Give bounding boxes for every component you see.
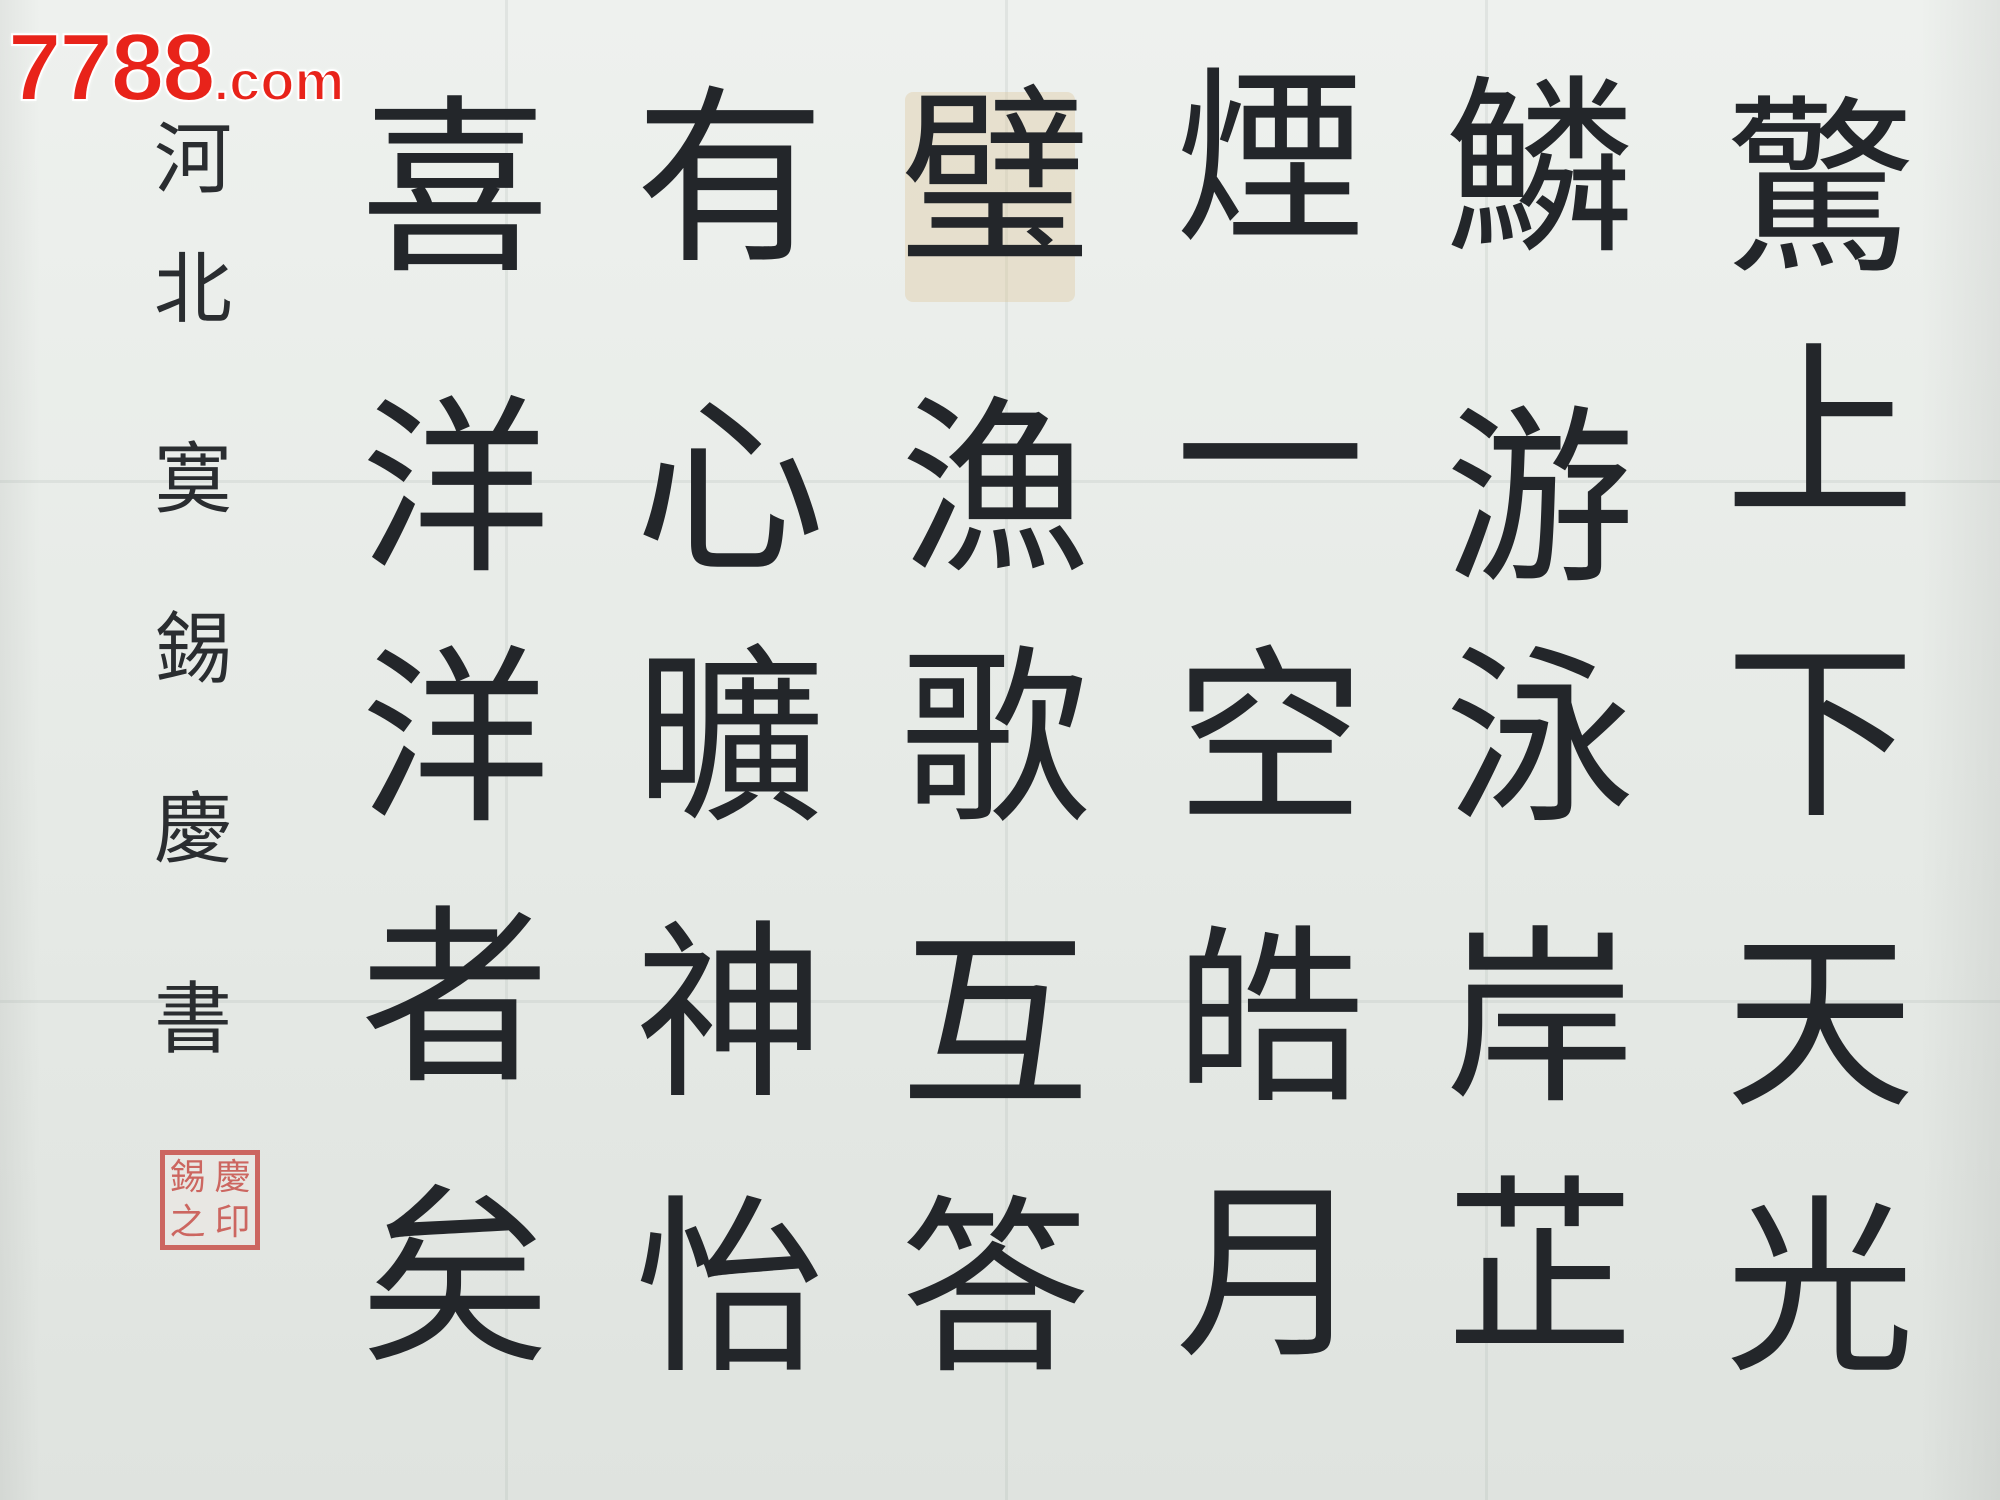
calligraphy-char: 一 <box>1174 349 1365 570</box>
calligraphy-char: 天 <box>1724 914 1915 1135</box>
paper-stain <box>905 92 1075 302</box>
calligraphy-char: 璧 <box>899 69 1090 290</box>
watermark-domain: .com <box>213 49 346 112</box>
calligraphy-char: 怡 <box>634 1179 825 1400</box>
signature-char: 書 <box>153 975 232 1065</box>
calligraphy-char: 洋 <box>359 379 550 600</box>
calligraphy-char: 鱗 <box>1444 59 1635 280</box>
paper-fold-line <box>505 0 508 1500</box>
calligraphy-char: 神 <box>634 904 825 1125</box>
paper-fold-line <box>1485 0 1488 1500</box>
calligraphy-char: 空 <box>1174 629 1365 850</box>
seal-char: 慶 <box>214 1156 251 1198</box>
paper-fold-line <box>0 480 2000 483</box>
calligraphy-char: 喜 <box>359 79 550 300</box>
signature-char: 北 <box>153 245 232 335</box>
calligraphy-char: 驚 <box>1724 79 1915 300</box>
signature-char: 慶 <box>153 785 232 875</box>
calligraphy-char: 煙 <box>1174 49 1365 270</box>
calligraphy-char: 者 <box>359 889 550 1110</box>
calligraphy-char: 岸 <box>1444 909 1635 1130</box>
calligraphy-char: 心 <box>634 379 825 600</box>
red-seal-stamp: 錫 慶 之 印 <box>160 1150 260 1250</box>
site-watermark: 7788.com <box>7 19 346 117</box>
calligraphy-char: 泳 <box>1444 629 1635 850</box>
calligraphy-char: 互 <box>899 914 1090 1135</box>
calligraphy-char: 皓 <box>1174 909 1365 1130</box>
calligraphy-char: 上 <box>1724 324 1915 545</box>
paper-fold-line <box>1005 0 1008 1500</box>
signature-char: 寞 <box>153 435 232 525</box>
calligraphy-char: 月 <box>1174 1164 1365 1385</box>
seal-char: 之 <box>169 1201 206 1243</box>
calligraphy-char: 下 <box>1724 624 1915 845</box>
calligraphy-char: 矣 <box>359 1169 550 1390</box>
watermark-site: 7788 <box>7 14 217 121</box>
calligraphy-char: 曠 <box>634 629 825 850</box>
calligraphy-char: 漁 <box>899 379 1090 600</box>
calligraphy-char: 洋 <box>359 629 550 850</box>
seal-char: 錫 <box>169 1156 206 1198</box>
signature-char: 錫 <box>153 605 232 695</box>
calligraphy-char: 光 <box>1724 1179 1915 1400</box>
calligraphy-char: 答 <box>899 1179 1090 1400</box>
calligraphy-char: 有 <box>634 69 825 290</box>
seal-char: 印 <box>214 1201 251 1243</box>
signature-char: 河 <box>153 115 232 205</box>
calligraphy-char: 游 <box>1444 389 1635 610</box>
calligraphy-char: 歌 <box>899 629 1090 850</box>
calligraphy-char: 芷 <box>1444 1159 1635 1380</box>
paper-fold-line <box>0 1000 2000 1003</box>
